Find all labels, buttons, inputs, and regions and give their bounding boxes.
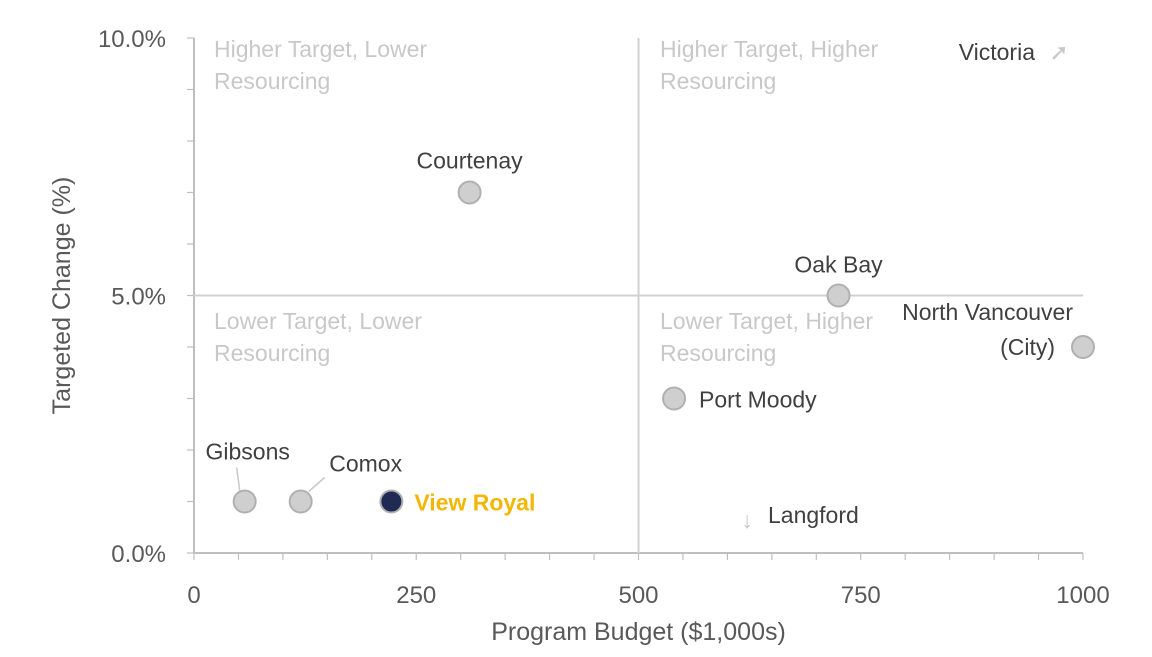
- quadrant-label-bl: Resourcing: [214, 340, 330, 366]
- quadrant-label-tl: Higher Target, Lower: [214, 36, 427, 62]
- offscale-arrow-icon-langford: ↓: [741, 507, 753, 533]
- data-point-north-vancouver-city[interactable]: [1071, 335, 1095, 359]
- data-point-oak-bay[interactable]: [826, 283, 851, 308]
- quadrant-label-tl: Resourcing: [214, 68, 330, 94]
- point-label-port-moody: Port Moody: [699, 387, 817, 413]
- offscale-label-victoria: Victoria: [959, 39, 1035, 65]
- data-point-comox[interactable]: [288, 489, 313, 514]
- point-label-view-royal: View Royal: [414, 490, 535, 516]
- quadrant-label-tr: Resourcing: [660, 68, 776, 94]
- y-tick-label: 10.0%: [98, 26, 166, 53]
- data-point-courtenay[interactable]: [457, 180, 482, 205]
- x-tick-label: 750: [841, 582, 881, 609]
- data-point-view-royal[interactable]: [379, 489, 404, 514]
- quadrant-label-br: Resourcing: [660, 340, 776, 366]
- quadrant-label-bl: Lower Target, Lower: [214, 308, 422, 334]
- data-point-gibsons[interactable]: [232, 489, 257, 514]
- y-tick-label: 0.0%: [111, 541, 166, 568]
- quadrant-label-tr: Higher Target, Higher: [660, 36, 879, 62]
- quadrant-label-br: Lower Target, Higher: [660, 308, 873, 334]
- data-point-port-moody[interactable]: [662, 386, 687, 411]
- point-label-oak-bay: Oak Bay: [794, 252, 883, 278]
- gibsons-leader-line: [235, 467, 241, 491]
- x-tick-label: 1000: [1056, 582, 1109, 609]
- y-axis-title: Targeted Change (%): [48, 177, 76, 415]
- comox-leader-line: [308, 476, 326, 493]
- point-label-gibsons: Gibsons: [205, 439, 289, 465]
- x-axis-title: Program Budget ($1,000s): [491, 618, 786, 646]
- point-label-comox: Comox: [329, 451, 402, 477]
- offscale-arrow-icon-victoria: ➚: [1049, 39, 1068, 65]
- point-label-north-vancouver-city: (City): [1000, 334, 1055, 360]
- x-tick-label: 500: [618, 582, 658, 609]
- point-label-courtenay: Courtenay: [417, 148, 524, 174]
- x-tick-label: 250: [396, 582, 436, 609]
- y-tick-label: 5.0%: [111, 284, 166, 311]
- point-label-north-vancouver-city: North Vancouver: [902, 299, 1073, 325]
- offscale-label-langford: Langford: [768, 502, 859, 528]
- x-tick-label: 0: [187, 582, 200, 609]
